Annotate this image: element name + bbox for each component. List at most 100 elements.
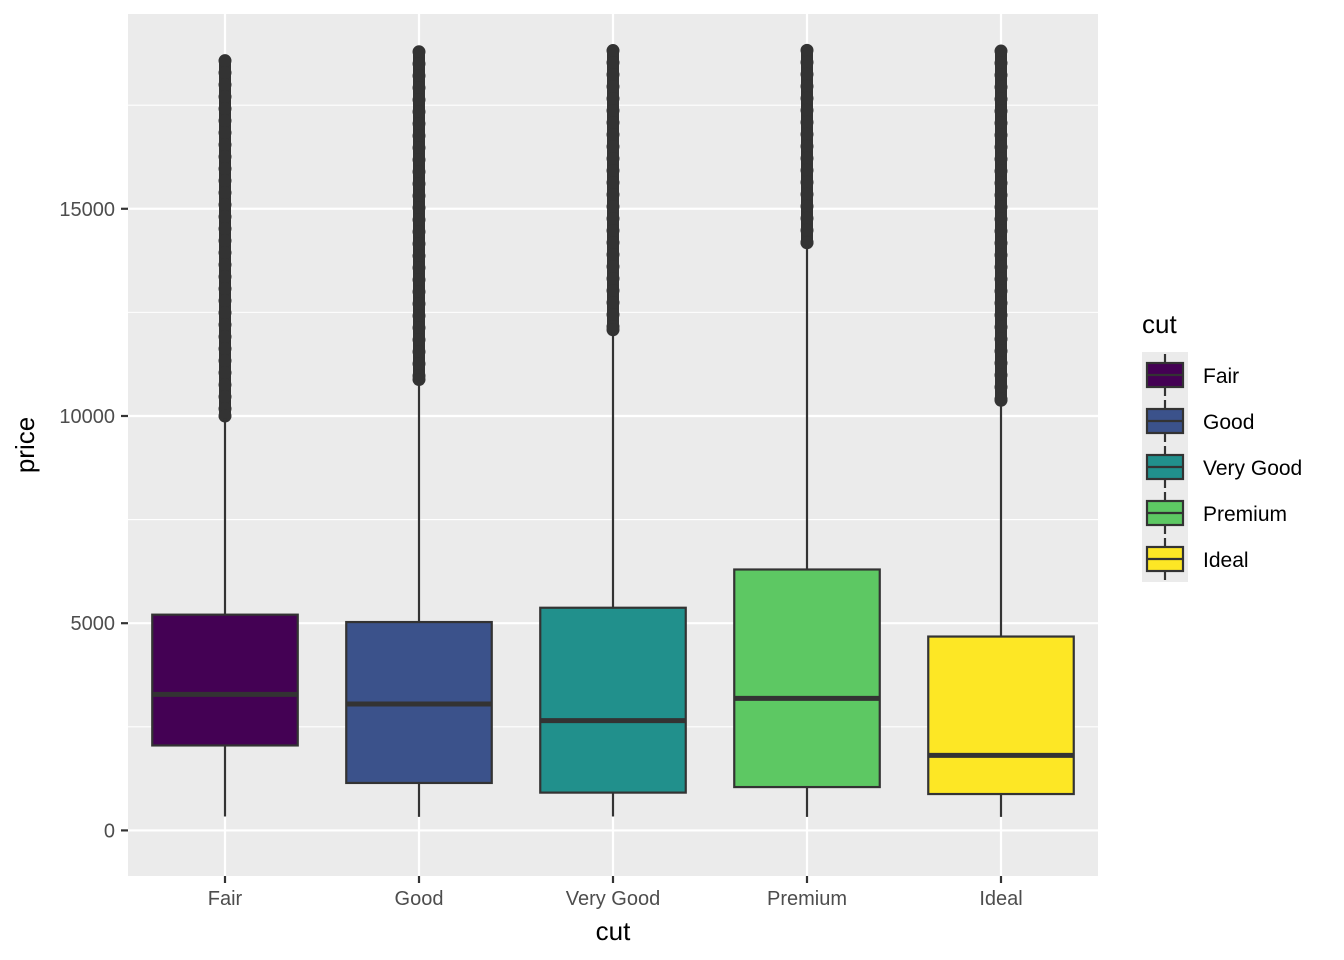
outlier-point <box>412 249 426 263</box>
legend: cut Fair Good Very Good Premium Ideal <box>1142 309 1302 582</box>
outlier-point <box>994 140 1008 154</box>
outlier-point <box>412 261 426 275</box>
outlier-point <box>994 344 1008 358</box>
outlier-point <box>218 114 232 128</box>
legend-item-very-good: Very Good <box>1145 446 1302 488</box>
outlier-point <box>800 175 814 189</box>
outlier-point <box>994 393 1008 407</box>
outlier-point <box>994 104 1008 118</box>
outlier-point <box>412 273 426 287</box>
outlier-point <box>412 45 426 59</box>
outlier-point <box>800 139 814 153</box>
outlier-point <box>412 225 426 239</box>
outlier-point <box>412 345 426 359</box>
outlier-point <box>218 162 232 176</box>
outlier-point <box>800 127 814 141</box>
outlier-point <box>412 309 426 323</box>
outlier-point <box>994 356 1008 370</box>
box-very-good <box>539 44 687 817</box>
outlier-point <box>606 272 620 286</box>
outlier-point <box>606 56 620 70</box>
outlier-point <box>800 223 814 237</box>
outlier-point <box>800 187 814 201</box>
outlier-point <box>218 186 232 200</box>
iqr-box <box>927 635 1075 796</box>
outlier-point <box>994 272 1008 286</box>
outlier-point <box>606 212 620 226</box>
outlier-point <box>412 201 426 215</box>
outlier-point <box>606 260 620 274</box>
outlier-point <box>218 66 232 80</box>
outlier-point <box>412 213 426 227</box>
outlier-point <box>606 92 620 106</box>
x-tick-label: Good <box>395 888 444 910</box>
y-tick-label: 10000 <box>59 406 115 428</box>
legend-item-good: Good <box>1145 400 1254 442</box>
outlier-point <box>218 306 232 320</box>
outlier-point <box>412 93 426 107</box>
outlier-point <box>606 140 620 154</box>
outlier-point <box>994 188 1008 202</box>
outlier-point <box>412 237 426 251</box>
outlier-point <box>994 260 1008 274</box>
axes: 0 5000 10000 15000 Fair Good Very Good Premium I… <box>59 199 1022 910</box>
outlier-point <box>994 68 1008 82</box>
outlier-point <box>994 56 1008 70</box>
outlier-point <box>800 79 814 93</box>
outlier-point <box>218 90 232 104</box>
outlier-point <box>606 308 620 322</box>
outlier-point <box>218 126 232 140</box>
outlier-point <box>218 234 232 248</box>
outlier-point <box>606 176 620 190</box>
outlier-point <box>412 81 426 95</box>
legend-label: Premium <box>1203 503 1287 526</box>
box-premium <box>733 43 881 817</box>
outlier-point <box>218 150 232 164</box>
x-tick-label: Fair <box>208 888 243 910</box>
outlier-point <box>800 236 814 250</box>
outlier-point <box>606 323 620 337</box>
legend-item-fair: Fair <box>1145 354 1239 396</box>
outlier-point <box>218 78 232 92</box>
outlier-point <box>994 380 1008 394</box>
outlier-point <box>218 390 232 404</box>
outlier-point <box>606 188 620 202</box>
outlier-point <box>606 116 620 130</box>
outlier-point <box>218 366 232 380</box>
outlier-point <box>412 189 426 203</box>
outlier-point <box>994 176 1008 190</box>
outlier-point <box>606 164 620 178</box>
outlier-point <box>994 284 1008 298</box>
outlier-point <box>412 297 426 311</box>
legend-title: cut <box>1142 309 1177 339</box>
outlier-point <box>218 174 232 188</box>
outlier-point <box>218 102 232 116</box>
outlier-point <box>218 222 232 236</box>
outlier-point <box>218 270 232 284</box>
outlier-point <box>800 55 814 69</box>
y-axis-title: price <box>10 417 40 473</box>
outlier-point <box>218 342 232 356</box>
outlier-point <box>994 320 1008 334</box>
outlier-point <box>218 354 232 368</box>
outlier-point <box>606 296 620 310</box>
outlier-point <box>800 199 814 213</box>
outlier-point <box>994 308 1008 322</box>
outlier-point <box>800 67 814 81</box>
outlier-point <box>606 200 620 214</box>
outlier-point <box>218 138 232 152</box>
iqr-box <box>151 613 299 747</box>
outlier-point <box>412 141 426 155</box>
outlier-point <box>800 151 814 165</box>
outlier-point <box>412 57 426 71</box>
outlier-point <box>218 318 232 332</box>
outlier-point <box>994 200 1008 214</box>
outlier-point <box>994 164 1008 178</box>
box-good <box>345 45 493 817</box>
outlier-point <box>412 129 426 143</box>
legend-item-premium: Premium <box>1145 492 1287 534</box>
outlier-point <box>218 258 232 272</box>
outlier-point <box>218 210 232 224</box>
outlier-point <box>994 368 1008 382</box>
outlier-point <box>606 44 620 58</box>
